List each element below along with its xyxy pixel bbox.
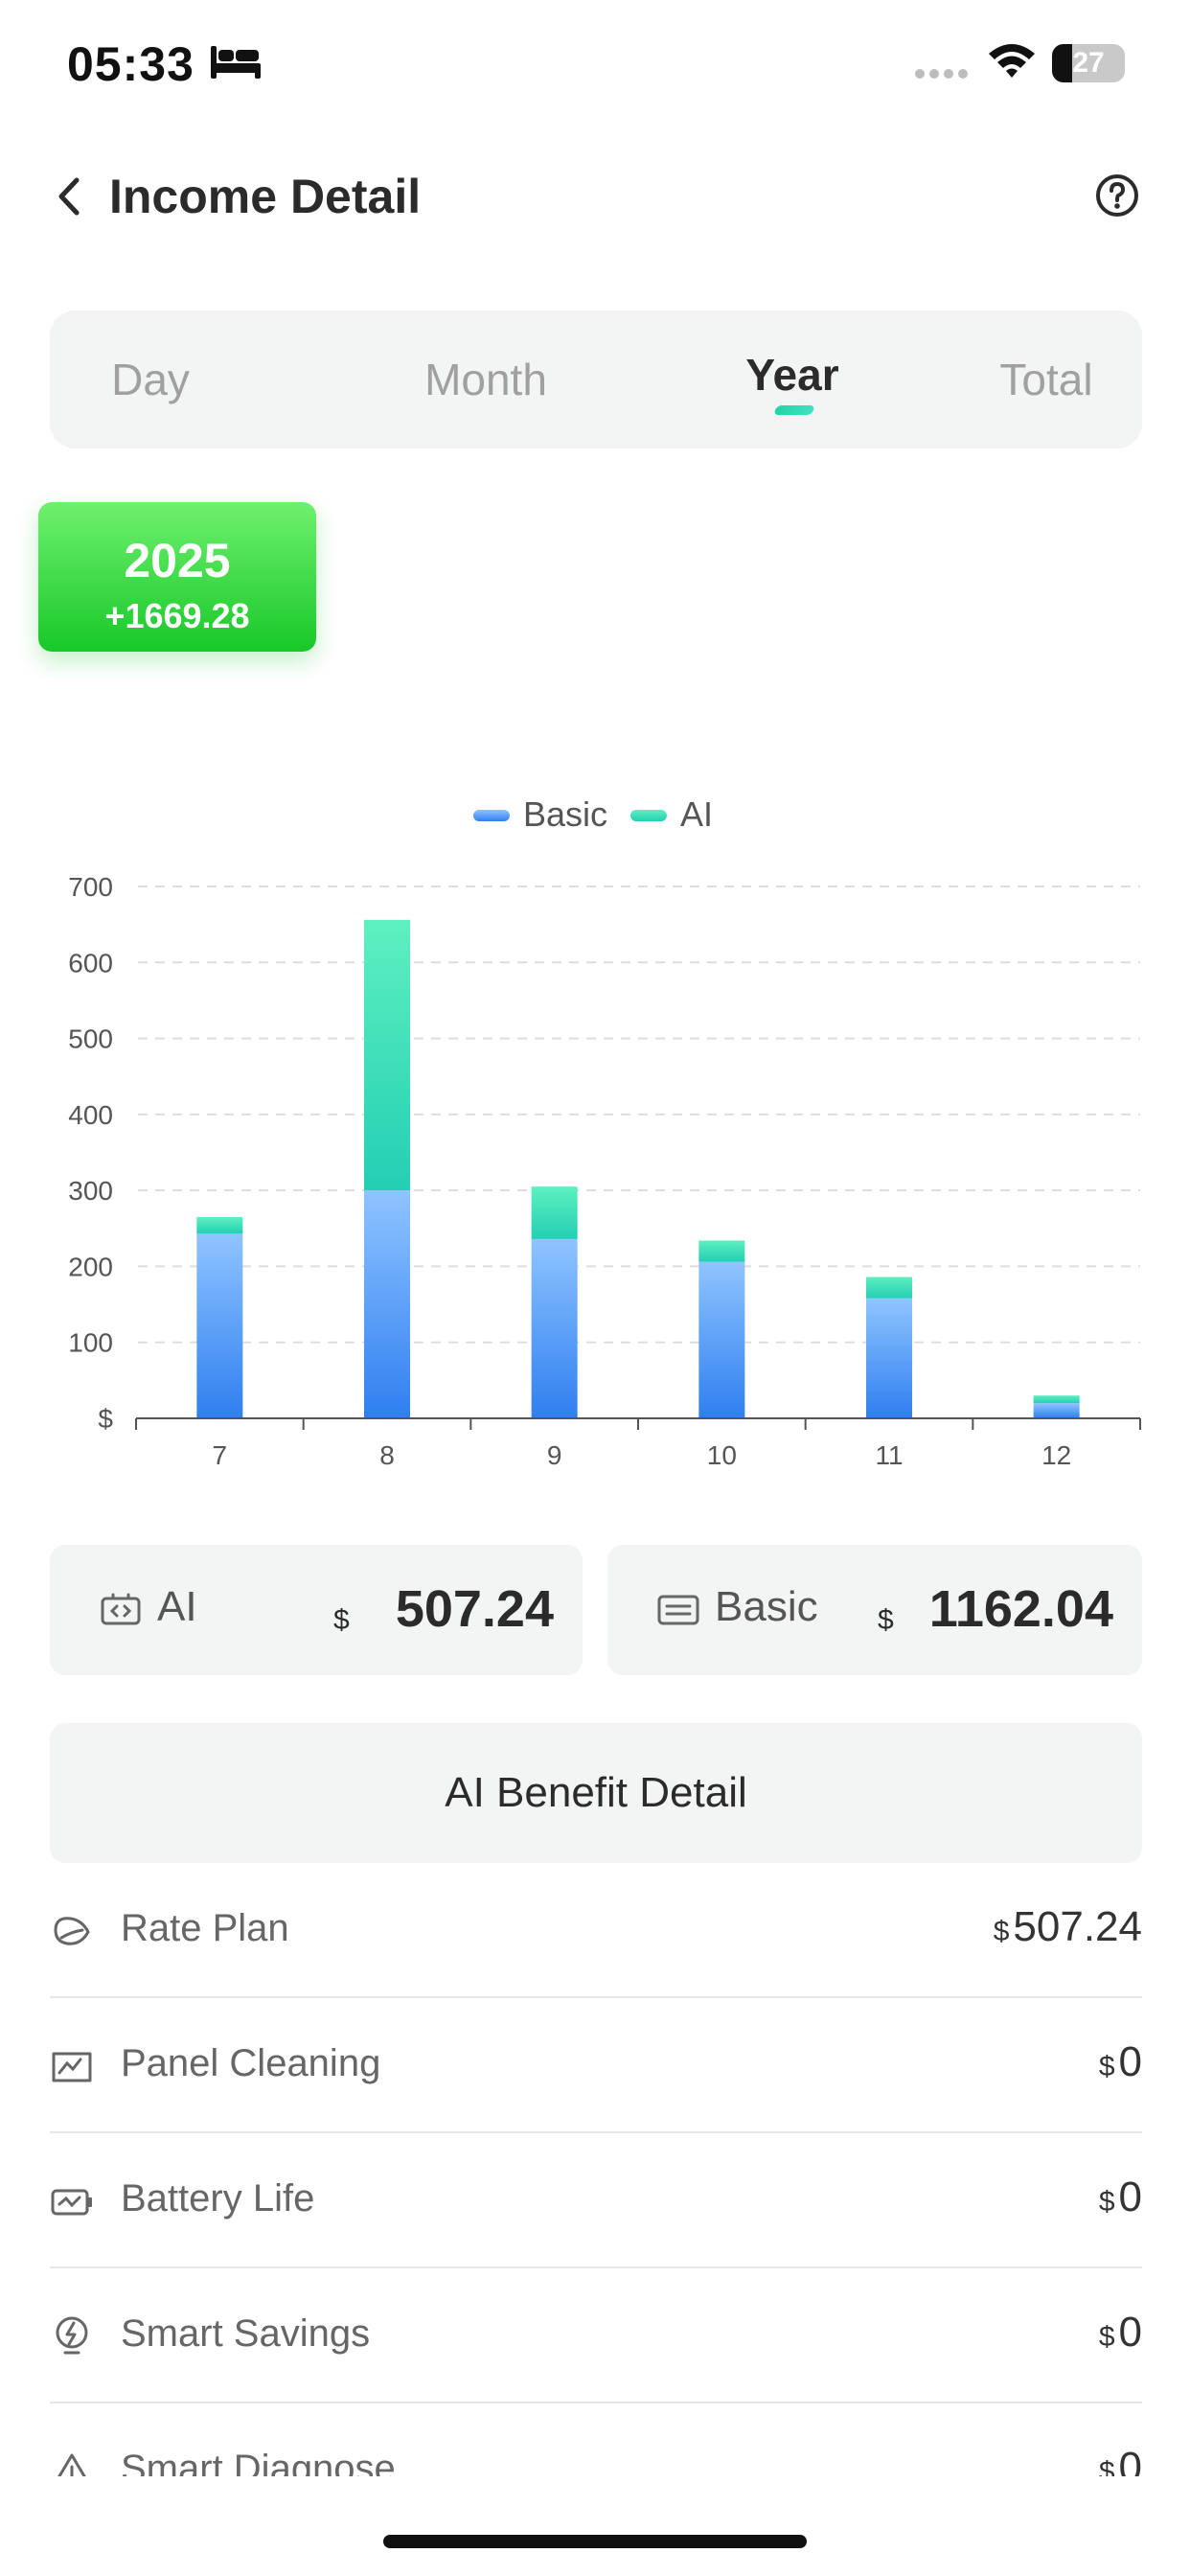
tab-total[interactable]: Total bbox=[999, 355, 1093, 404]
x-tick-label: 7 bbox=[213, 1440, 228, 1470]
ai-summary-label: AI bbox=[157, 1583, 197, 1630]
y-tick-label: 600 bbox=[68, 948, 113, 978]
bed-icon bbox=[211, 46, 261, 79]
ai-summary-card: AI $ 507.24 bbox=[50, 1545, 583, 1675]
bar-ai bbox=[866, 1276, 912, 1299]
battery-life-value: $0 bbox=[1098, 2174, 1142, 2220]
basic-summary-value: 1162.04 bbox=[928, 1580, 1113, 1638]
status-bar: 05:33 27 bbox=[0, 0, 1190, 129]
leaf-icon bbox=[54, 1917, 90, 1945]
basic-summary-label: Basic bbox=[715, 1583, 818, 1630]
help-icon[interactable] bbox=[1094, 172, 1140, 218]
smart-savings-label: Smart Savings bbox=[121, 2312, 371, 2355]
header: Income Detail bbox=[0, 153, 1190, 240]
legend-label-ai: AI bbox=[680, 794, 713, 834]
bar-basic bbox=[196, 1233, 243, 1418]
legend-swatch-ai bbox=[630, 810, 667, 821]
ai-benefit-detail-button[interactable]: AI Benefit Detail bbox=[50, 1723, 1142, 1863]
page-title: Income Detail bbox=[109, 170, 422, 223]
basic-summary-card: Basic $ 1162.04 bbox=[607, 1545, 1142, 1675]
bar-ai bbox=[364, 919, 410, 1191]
list-item-smart-diagnose[interactable]: Smart Diagnose $0 bbox=[50, 2404, 1142, 2476]
list-icon bbox=[657, 1595, 699, 1625]
period-tabs: Day Month Year Total bbox=[50, 310, 1142, 448]
y-tick-label: 200 bbox=[68, 1252, 113, 1281]
ai-summary-currency: $ bbox=[333, 1604, 350, 1636]
tab-year[interactable]: Year bbox=[745, 350, 839, 400]
y-tick-label: 300 bbox=[68, 1176, 113, 1206]
year-total: +1669.28 bbox=[104, 596, 250, 635]
y-tick-label: 700 bbox=[68, 872, 113, 902]
signal-icon bbox=[915, 69, 968, 79]
rate-plan-label: Rate Plan bbox=[121, 1907, 289, 1949]
list-item-battery-life[interactable]: Battery Life $0 bbox=[50, 2133, 1142, 2268]
list-item-smart-savings[interactable]: Smart Savings $0 bbox=[50, 2268, 1142, 2404]
active-tab-indicator bbox=[773, 405, 815, 415]
selected-year: 2025 bbox=[124, 534, 231, 587]
wifi-icon bbox=[989, 44, 1035, 78]
x-tick-label: 9 bbox=[547, 1440, 562, 1470]
bar-basic bbox=[364, 1190, 410, 1418]
list-item-panel-cleaning[interactable]: Panel Cleaning $0 bbox=[50, 1998, 1142, 2133]
panel-icon bbox=[52, 2052, 92, 2082]
bar-basic bbox=[866, 1298, 912, 1418]
bar-ai bbox=[531, 1186, 578, 1239]
tab-day[interactable]: Day bbox=[111, 355, 190, 404]
battery-icon: 27 bbox=[1052, 44, 1125, 82]
home-indicator[interactable] bbox=[383, 2535, 807, 2548]
warning-icon bbox=[57, 2453, 86, 2476]
smart-diagnose-label: Smart Diagnose bbox=[121, 2448, 396, 2476]
ai-robot-icon bbox=[101, 1593, 141, 1625]
y-tick-label: $ bbox=[98, 1404, 113, 1434]
status-time: 05:33 bbox=[67, 37, 195, 91]
bulb-icon bbox=[56, 2316, 88, 2355]
bar-basic bbox=[531, 1238, 578, 1418]
y-tick-label: 500 bbox=[68, 1024, 113, 1054]
tab-month[interactable]: Month bbox=[424, 355, 547, 404]
bar-basic bbox=[698, 1261, 745, 1418]
list-item-rate-plan[interactable]: Rate Plan $507.24 bbox=[50, 1863, 1142, 1998]
panel-cleaning-value: $0 bbox=[1098, 2038, 1142, 2085]
battery-level: 27 bbox=[1072, 47, 1105, 79]
y-tick-label: 100 bbox=[68, 1328, 113, 1358]
ai-summary-value: 507.24 bbox=[395, 1580, 554, 1638]
smart-diagnose-value: $0 bbox=[1098, 2444, 1142, 2476]
battery-life-label: Battery Life bbox=[121, 2177, 315, 2220]
x-tick-label: 10 bbox=[707, 1440, 737, 1470]
income-bar-chart: $100 200 300 400 500 600 700 7 8 9 10 11 12 Basic AI bbox=[68, 794, 1141, 1470]
back-icon[interactable] bbox=[50, 174, 88, 218]
rate-plan-value: $507.24 bbox=[993, 1903, 1142, 1950]
x-tick-label: 12 bbox=[1041, 1440, 1071, 1470]
year-selector[interactable]: 2025 +1669.28 bbox=[38, 502, 316, 652]
y-tick-label: 400 bbox=[68, 1100, 113, 1130]
x-tick-label: 8 bbox=[379, 1440, 395, 1470]
bar-ai bbox=[698, 1240, 745, 1262]
legend-swatch-basic bbox=[473, 810, 510, 821]
basic-summary-currency: $ bbox=[878, 1604, 894, 1636]
bar-ai bbox=[1033, 1395, 1080, 1404]
panel-cleaning-label: Panel Cleaning bbox=[121, 2042, 381, 2084]
legend-label-basic: Basic bbox=[523, 794, 607, 834]
x-tick-label: 11 bbox=[875, 1440, 903, 1470]
income-chart: $100 200 300 400 500 600 700 7 8 9 10 11 12 Basic AI bbox=[0, 767, 1190, 1476]
smart-savings-value: $0 bbox=[1098, 2309, 1142, 2356]
bar-basic bbox=[1033, 1403, 1080, 1418]
battery-icon bbox=[51, 2189, 92, 2216]
bar-ai bbox=[196, 1216, 243, 1234]
benefit-list: Rate Plan $507.24 Panel Cleaning $0 Batt… bbox=[50, 1863, 1142, 2476]
